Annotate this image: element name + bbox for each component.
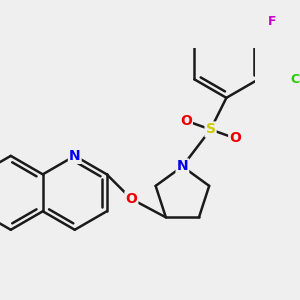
Text: N: N bbox=[69, 149, 81, 163]
Text: S: S bbox=[206, 122, 216, 136]
Text: O: O bbox=[125, 192, 137, 206]
Text: O: O bbox=[180, 114, 192, 128]
Text: N: N bbox=[177, 159, 188, 173]
Text: O: O bbox=[229, 131, 241, 145]
Text: F: F bbox=[268, 15, 277, 28]
Text: Cl: Cl bbox=[290, 73, 300, 86]
